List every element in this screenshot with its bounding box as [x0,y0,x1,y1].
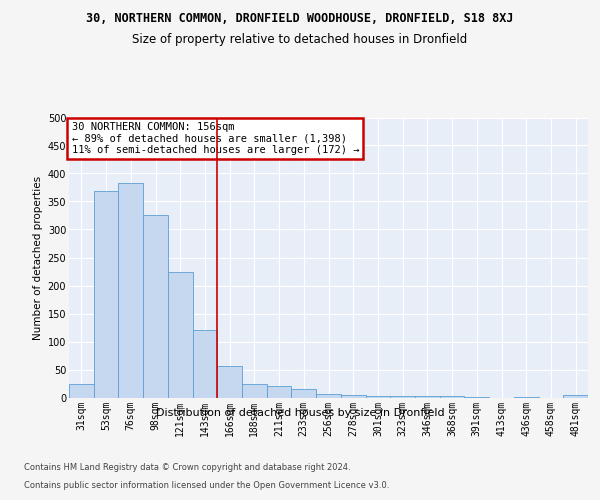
Text: 30 NORTHERN COMMON: 156sqm
← 89% of detached houses are smaller (1,398)
11% of s: 30 NORTHERN COMMON: 156sqm ← 89% of deta… [71,122,359,155]
Bar [267,386,292,398]
Bar [341,394,365,398]
Bar [464,397,489,398]
Bar [292,389,316,398]
Bar [217,366,242,398]
Bar [514,397,539,398]
Bar [316,394,341,398]
Bar [390,396,415,398]
Bar [415,396,440,398]
Text: Contains HM Land Registry data © Crown copyright and database right 2024.: Contains HM Land Registry data © Crown c… [24,462,350,471]
Bar [118,183,143,398]
Text: 30, NORTHERN COMMON, DRONFIELD WOODHOUSE, DRONFIELD, S18 8XJ: 30, NORTHERN COMMON, DRONFIELD WOODHOUSE… [86,12,514,26]
Bar [168,272,193,398]
Bar [242,384,267,398]
Text: Size of property relative to detached houses in Dronfield: Size of property relative to detached ho… [133,32,467,46]
Text: Distribution of detached houses by size in Dronfield: Distribution of detached houses by size … [155,408,445,418]
Bar [69,384,94,398]
Bar [365,396,390,398]
Y-axis label: Number of detached properties: Number of detached properties [34,176,43,340]
Bar [563,396,588,398]
Text: Contains public sector information licensed under the Open Government Licence v3: Contains public sector information licen… [24,481,389,490]
Bar [440,396,464,398]
Bar [143,216,168,398]
Bar [94,192,118,398]
Bar [193,330,217,398]
